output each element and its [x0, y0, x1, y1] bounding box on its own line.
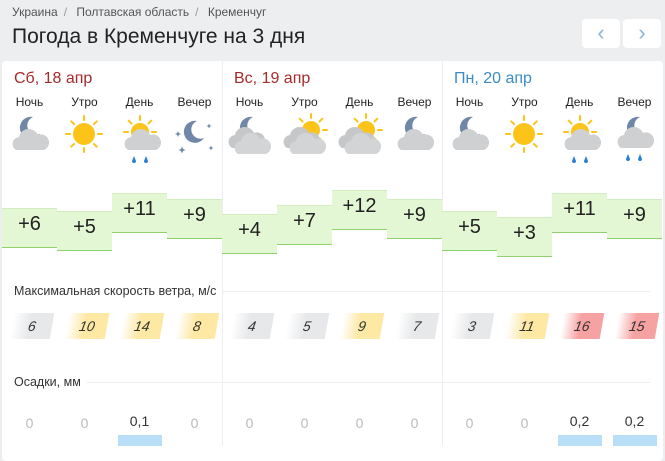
temperature: +12 [332, 190, 387, 230]
precipitation: 0 [520, 415, 529, 431]
daypart-label: День [565, 95, 594, 109]
breadcrumb-region[interactable]: Полтавская область [76, 5, 190, 19]
sun-icon [497, 112, 552, 164]
sun-clouds-icon [277, 112, 332, 164]
wind-speed: 3 [449, 313, 495, 339]
wind-speed: 11 [504, 313, 550, 339]
forecast-card [2, 61, 663, 461]
precip-label: Осадки, мм [14, 375, 87, 389]
wind-speed: 6 [9, 313, 55, 339]
daypart-label: Ночь [235, 95, 264, 109]
precipitation-bar [118, 435, 162, 446]
daypart-label: Утро [71, 95, 98, 109]
precipitation: 0 [300, 415, 309, 431]
breadcrumb: Украина / Полтавская область / Кременчуг [12, 5, 267, 19]
precipitation-bar [558, 435, 602, 446]
precipitation: 0,2 [569, 413, 590, 429]
next-button[interactable]: › [623, 19, 661, 48]
wind-speed: 16 [559, 313, 605, 339]
moon-cloud-icon [2, 112, 57, 164]
wind-label: Максимальная скорость ветра, м/с [14, 284, 223, 298]
wind-speed: 14 [119, 313, 165, 339]
precipitation: 0 [355, 415, 364, 431]
precipitation-bar [613, 435, 657, 446]
daypart-label: Утро [291, 95, 318, 109]
moon-cloud-icon [387, 112, 442, 164]
wind-speed: 4 [229, 313, 275, 339]
temperature: +5 [442, 211, 497, 251]
temperature: +7 [277, 205, 332, 245]
temperature: +4 [222, 214, 277, 254]
wind-speed: 10 [64, 313, 110, 339]
temperature: +9 [607, 199, 662, 239]
sun-icon [57, 112, 112, 164]
day-header: Сб, 18 апр [14, 70, 93, 87]
wind-speed: 15 [614, 313, 660, 339]
day-header: Пн, 20 апр [454, 70, 532, 87]
wind-speed: 5 [284, 313, 330, 339]
daypart-label: День [125, 95, 154, 109]
daypart-label: День [345, 95, 374, 109]
moon-cloud-icon [442, 112, 497, 164]
day-header: Вс, 19 апр [234, 70, 311, 87]
daypart-label: Ночь [15, 95, 44, 109]
moon-cloud-rain-icon [607, 112, 662, 164]
temperature: +6 [2, 208, 57, 248]
moon-stars-icon [167, 112, 222, 164]
precipitation: 0 [190, 415, 199, 431]
daypart-label: Вечер [617, 95, 652, 109]
daypart-label: Утро [511, 95, 538, 109]
page-title: Погода в Кременчуге на 3 дня [12, 25, 306, 48]
breadcrumb-ukraine[interactable]: Украина [12, 5, 58, 19]
temperature: +9 [387, 199, 442, 239]
temperature: +5 [57, 211, 112, 251]
temperature: +11 [552, 193, 607, 233]
precipitation: 0 [245, 415, 254, 431]
precipitation: 0 [80, 415, 89, 431]
precipitation: 0 [25, 415, 34, 431]
breadcrumb-city[interactable]: Кременчуг [207, 5, 267, 19]
temperature: +11 [112, 193, 167, 233]
sun-cloud-rain-icon [112, 112, 167, 164]
temperature: +3 [497, 217, 552, 257]
prev-button[interactable]: ‹ [582, 19, 620, 48]
sun-cloud-rain-icon [552, 112, 607, 164]
temperature: +9 [167, 199, 222, 239]
wind-speed: 7 [394, 313, 440, 339]
wind-speed: 9 [339, 313, 385, 339]
precipitation: 0 [410, 415, 419, 431]
precipitation: 0,2 [624, 413, 645, 429]
daypart-label: Вечер [177, 95, 212, 109]
daypart-label: Вечер [397, 95, 432, 109]
wind-speed: 8 [174, 313, 220, 339]
daypart-label: Ночь [455, 95, 484, 109]
precipitation: 0,1 [129, 413, 150, 429]
moon-clouds-icon [222, 112, 277, 164]
sun-clouds-icon [332, 112, 387, 164]
day-divider [442, 61, 443, 446]
precipitation: 0 [465, 415, 474, 431]
